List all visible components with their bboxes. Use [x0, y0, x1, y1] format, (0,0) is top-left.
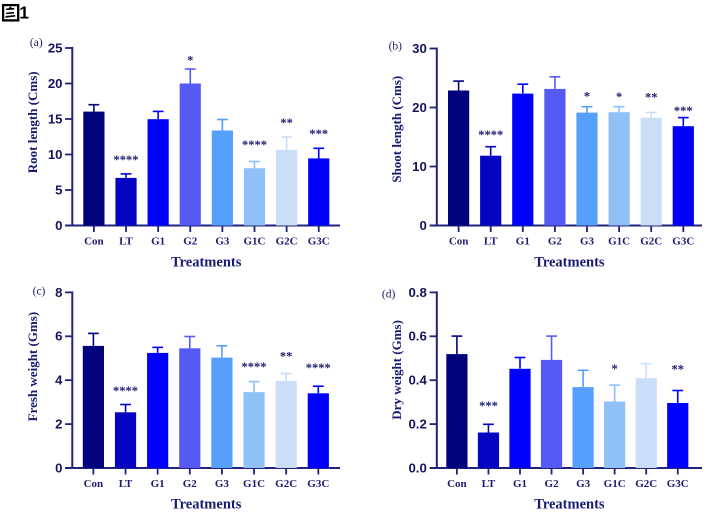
svg-text:(c): (c) [33, 285, 46, 297]
svg-text:G1: G1 [151, 478, 165, 490]
svg-text:Fresh weight (Gms): Fresh weight (Gms) [25, 312, 40, 422]
svg-text:0: 0 [419, 218, 426, 233]
svg-text:Root length (Cms): Root length (Cms) [25, 71, 40, 173]
svg-text:G3: G3 [576, 478, 591, 490]
svg-text:**: ** [672, 363, 685, 377]
svg-text:Con: Con [449, 236, 469, 248]
svg-text:0.8: 0.8 [408, 285, 426, 300]
svg-text:(b): (b) [389, 40, 403, 52]
svg-text:G1C: G1C [243, 478, 265, 490]
svg-text:0: 0 [55, 218, 62, 233]
svg-text:G2C: G2C [276, 236, 298, 248]
svg-text:**: ** [645, 91, 658, 105]
svg-text:G1C: G1C [604, 478, 626, 490]
svg-text:Dry weight (Gms): Dry weight (Gms) [389, 320, 404, 420]
svg-text:****: **** [242, 138, 267, 152]
svg-text:****: **** [478, 128, 503, 142]
svg-text:Con: Con [447, 478, 467, 490]
svg-text:*: * [584, 89, 590, 103]
svg-text:30: 30 [412, 41, 427, 56]
svg-text:4: 4 [55, 373, 63, 388]
svg-text:G2: G2 [548, 236, 563, 248]
svg-text:**: ** [280, 350, 293, 364]
svg-text:LT: LT [119, 236, 133, 248]
svg-text:G3C: G3C [672, 236, 694, 248]
svg-text:G2C: G2C [635, 478, 657, 490]
svg-text:G3C: G3C [307, 478, 329, 490]
svg-text:G1C: G1C [608, 236, 630, 248]
svg-text:G1C: G1C [244, 236, 266, 248]
svg-text:6: 6 [55, 329, 62, 344]
svg-text:Treatments: Treatments [534, 255, 605, 271]
svg-text:****: **** [242, 360, 267, 374]
svg-text:***: *** [309, 127, 328, 141]
svg-text:5: 5 [55, 182, 62, 197]
svg-text:0.2: 0.2 [408, 417, 426, 432]
svg-text:(d): (d) [382, 288, 396, 300]
svg-text:G2: G2 [183, 236, 198, 248]
svg-text:***: *** [479, 399, 498, 413]
svg-text:G2: G2 [545, 478, 560, 490]
svg-text:20: 20 [48, 76, 63, 91]
svg-text:G3C: G3C [667, 478, 689, 490]
svg-text:Treatments: Treatments [171, 497, 242, 513]
svg-text:G2: G2 [183, 478, 198, 490]
svg-text:20: 20 [412, 100, 427, 115]
svg-text:*: * [616, 90, 622, 104]
svg-text:***: *** [674, 104, 693, 118]
svg-text:LT: LT [482, 478, 496, 490]
svg-text:(a): (a) [30, 37, 43, 49]
svg-text:LT: LT [484, 236, 498, 248]
svg-text:10: 10 [412, 159, 427, 174]
svg-text:10: 10 [48, 147, 63, 162]
svg-text:G1: G1 [516, 236, 530, 248]
svg-text:Con: Con [84, 236, 104, 248]
svg-text:G1: G1 [151, 236, 165, 248]
svg-text:Treatments: Treatments [534, 497, 605, 513]
svg-text:G3: G3 [580, 236, 595, 248]
svg-text:G2C: G2C [640, 236, 662, 248]
svg-text:1: 1 [19, 3, 29, 23]
svg-text:25: 25 [48, 40, 63, 55]
svg-text:****: **** [114, 153, 139, 167]
svg-text:*: * [187, 54, 193, 68]
svg-text:Treatments: Treatments [171, 255, 242, 271]
svg-text:G2C: G2C [275, 478, 297, 490]
svg-text:G3C: G3C [308, 236, 330, 248]
svg-text:8: 8 [55, 285, 62, 300]
svg-text:0.6: 0.6 [408, 329, 426, 344]
svg-text:G3: G3 [215, 236, 230, 248]
svg-text:G3: G3 [215, 478, 230, 490]
svg-text:G1: G1 [513, 478, 527, 490]
svg-text:0.0: 0.0 [408, 460, 426, 475]
svg-text:Shoot length (Cms): Shoot length (Cms) [389, 76, 404, 183]
svg-text:Con: Con [84, 478, 104, 490]
svg-text:0: 0 [55, 460, 62, 475]
svg-text:**: ** [280, 116, 293, 130]
svg-text:LT: LT [119, 478, 133, 490]
svg-text:15: 15 [48, 111, 63, 126]
svg-text:0.4: 0.4 [408, 373, 427, 388]
svg-text:2: 2 [55, 417, 62, 432]
svg-text:****: **** [113, 384, 138, 398]
svg-text:*: * [612, 362, 618, 376]
svg-text:****: **** [306, 361, 331, 375]
